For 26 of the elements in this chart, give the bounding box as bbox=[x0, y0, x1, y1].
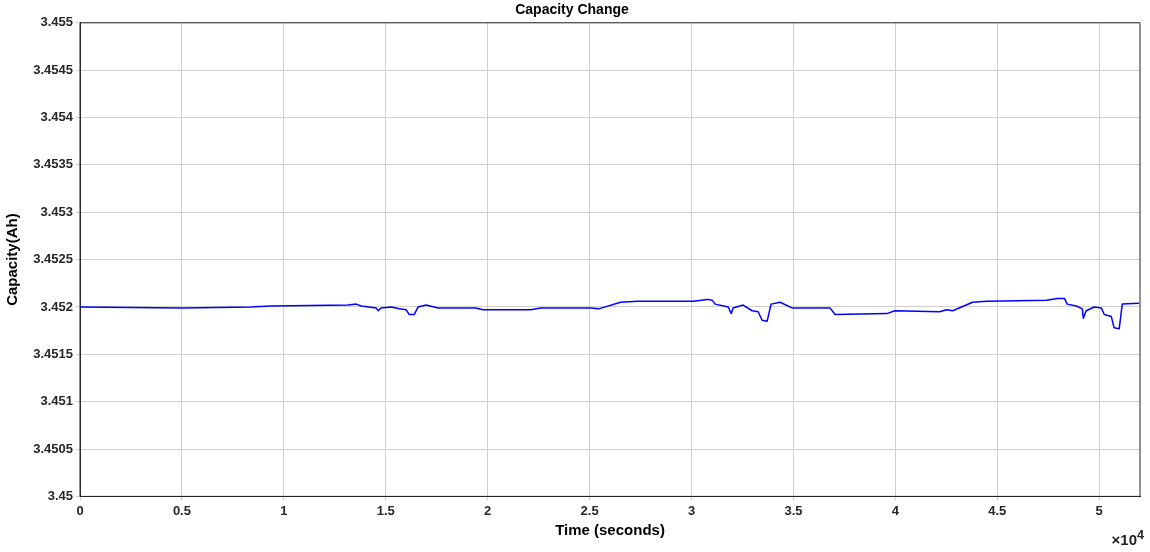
y-tick-label: 3.4525 bbox=[33, 251, 73, 267]
y-tick-label: 3.454 bbox=[40, 109, 74, 125]
y-tick-label: 3.452 bbox=[40, 298, 73, 314]
text: ×10$^{4}$ bbox=[1111, 528, 1144, 548]
x-axis-title: Time (seconds) bbox=[555, 521, 665, 539]
y-tick-label: 3.4505 bbox=[33, 440, 73, 456]
y-axis-title: Capacity(Ah) bbox=[3, 213, 21, 306]
y-tick-label: 3.4535 bbox=[33, 156, 73, 172]
x-tick-label: 4 bbox=[891, 502, 900, 518]
y-tick-label: 3.45 bbox=[47, 487, 73, 503]
x-tick-label: 5 bbox=[1095, 502, 1103, 518]
x-tick-label: 3.5 bbox=[784, 502, 803, 518]
x-tick-label: 1 bbox=[280, 502, 288, 518]
x-tick-label: 0 bbox=[76, 502, 84, 518]
y-tick-label: 3.451 bbox=[40, 393, 73, 409]
chart-title: Capacity Change bbox=[515, 1, 629, 18]
x-tick-label: 4.5 bbox=[988, 502, 1007, 518]
y-tick-label: 3.453 bbox=[40, 203, 73, 219]
x-tick-label: 3 bbox=[687, 502, 696, 518]
y-tick-label: 3.455 bbox=[40, 14, 73, 30]
y-tick-label: 3.4545 bbox=[33, 61, 73, 77]
x-tick-label: 0.5 bbox=[172, 502, 191, 518]
x-tick-label: 2.5 bbox=[580, 502, 599, 518]
x-tick-label: 2 bbox=[484, 502, 492, 518]
x-tick-label: 1.5 bbox=[376, 502, 395, 518]
y-tick-label: 3.4515 bbox=[33, 345, 73, 361]
